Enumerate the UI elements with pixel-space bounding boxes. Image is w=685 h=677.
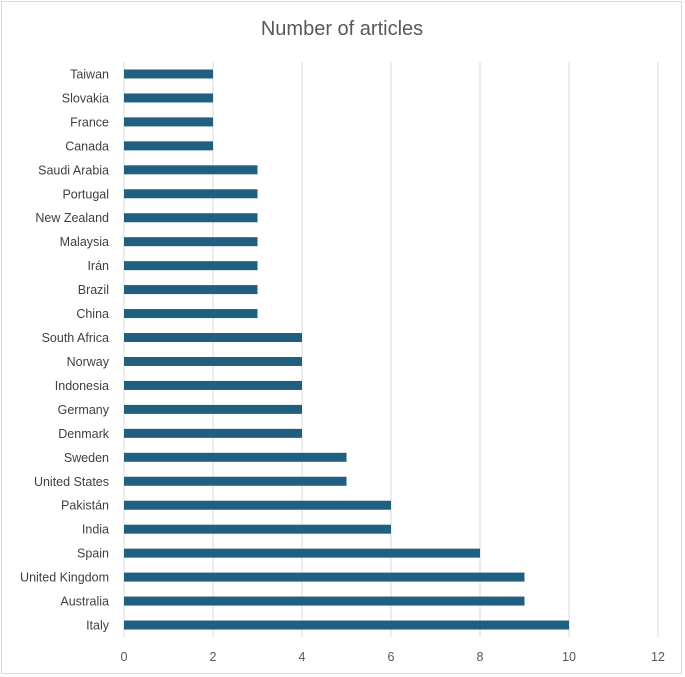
category-label: Slovakia: [62, 91, 109, 105]
bar: [124, 500, 391, 510]
bar: [124, 548, 480, 558]
x-tick-label: 10: [562, 650, 576, 664]
x-tick-label: 6: [388, 650, 395, 664]
bar: [124, 596, 525, 606]
bar: [124, 476, 347, 486]
grid-lines: [123, 62, 659, 637]
x-tick-label: 0: [121, 650, 128, 664]
bar: [124, 117, 213, 127]
category-label: Saudi Arabia: [38, 163, 109, 177]
bar: [124, 428, 302, 438]
category-label: China: [76, 307, 109, 321]
category-label: India: [82, 523, 109, 537]
bar: [124, 572, 525, 582]
bar: [124, 285, 258, 295]
bar: [124, 333, 302, 343]
bar: [124, 380, 302, 390]
bar: [124, 452, 347, 462]
bar: [124, 356, 302, 366]
category-labels: Taiwan Slovakia France Canada Saudi Arabia Po…: [20, 67, 110, 632]
category-label: United Kingdom: [20, 571, 109, 585]
category-label: Norway: [67, 355, 110, 369]
category-label: Germany: [58, 403, 110, 417]
bar: [124, 309, 258, 319]
category-label: Portugal: [62, 187, 109, 201]
category-label: Malaysia: [60, 235, 109, 249]
category-label: Sweden: [64, 451, 109, 465]
x-tick-label: 2: [210, 650, 217, 664]
x-tick-label: 8: [477, 650, 484, 664]
category-label: United States: [34, 475, 109, 489]
x-axis-ticks: 0 2 4 6 8 10 12: [121, 650, 665, 664]
category-label: Canada: [65, 139, 109, 153]
bar: [124, 524, 391, 534]
bar: [124, 261, 258, 271]
bar: [124, 141, 213, 151]
category-label: Australia: [60, 595, 109, 609]
category-label: Indonesia: [55, 379, 109, 393]
bars: [124, 69, 569, 630]
bar: [124, 213, 258, 223]
bar: [124, 620, 569, 630]
category-label: Taiwan: [70, 67, 109, 81]
chart-title: Number of articles: [261, 18, 423, 40]
category-label: Brazil: [78, 283, 109, 297]
bar: [124, 404, 302, 414]
category-label: South Africa: [42, 331, 109, 345]
category-label: Spain: [77, 547, 109, 561]
category-label: Irán: [87, 259, 109, 273]
bar: [124, 69, 213, 79]
x-tick-label: 12: [651, 650, 665, 664]
bar: [124, 165, 258, 175]
bar: [124, 189, 258, 199]
x-tick-label: 4: [299, 650, 306, 664]
category-label: Denmark: [58, 427, 109, 441]
category-label: Italy: [86, 619, 110, 633]
category-label: France: [70, 115, 109, 129]
category-label: Pakistán: [61, 499, 109, 513]
category-label: New Zealand: [35, 211, 109, 225]
bar: [124, 237, 258, 247]
bar: [124, 93, 213, 103]
